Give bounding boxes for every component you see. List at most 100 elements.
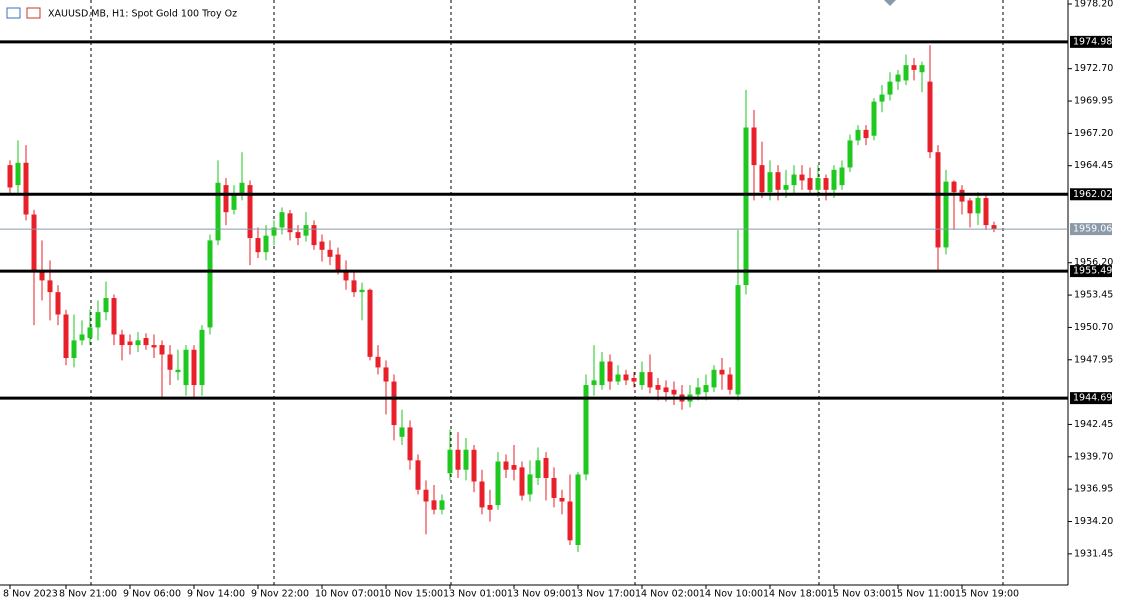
candle-body xyxy=(991,225,997,230)
x-tick-label: 10 Nov 15:00 xyxy=(379,589,443,600)
candle-body xyxy=(471,449,477,482)
candle-body xyxy=(583,385,589,475)
candle-body xyxy=(479,481,485,508)
candle-body xyxy=(7,165,13,188)
y-tick-label: 1969.95 xyxy=(1074,96,1113,107)
y-tick-label: 1947.95 xyxy=(1074,354,1113,365)
candle-body xyxy=(167,354,173,370)
level-tag xyxy=(1070,265,1112,278)
x-tick-label: 14 Nov 02:00 xyxy=(635,589,699,600)
candle-body xyxy=(975,198,981,214)
candle-body xyxy=(623,374,629,381)
candle-body xyxy=(967,200,973,214)
candle-body xyxy=(375,356,381,368)
candle-body xyxy=(743,127,749,286)
candle-body xyxy=(159,345,165,355)
y-tick-label: 1942.45 xyxy=(1074,419,1113,430)
candle-body xyxy=(31,214,37,273)
candle-body xyxy=(247,185,253,239)
candle-body xyxy=(567,501,573,541)
candle-body xyxy=(695,387,701,395)
candle-body xyxy=(15,162,21,186)
candle-body xyxy=(79,334,85,341)
y-tick-label: 1972.70 xyxy=(1074,63,1113,74)
y-tick-label: 1936.95 xyxy=(1074,484,1113,495)
y-tick-label: 1939.70 xyxy=(1074,451,1113,462)
candle-body xyxy=(103,298,109,313)
candle-body xyxy=(791,174,797,186)
candle-body xyxy=(735,285,741,395)
shift-marker xyxy=(884,0,896,6)
level-label: 1955.49 xyxy=(1073,266,1112,277)
candle-body xyxy=(359,289,365,293)
candle-body xyxy=(831,169,837,190)
candle-body xyxy=(191,349,197,386)
chart-title: XAUUSD.MB, H1: Spot Gold 100 Troy Oz xyxy=(48,9,237,20)
x-tick-label: 9 Nov 06:00 xyxy=(123,589,181,600)
candle-body xyxy=(879,94,885,102)
candle-body xyxy=(399,427,405,437)
candle-body xyxy=(719,369,725,375)
candle-body xyxy=(255,238,261,253)
candle-body xyxy=(519,467,525,496)
candle-body xyxy=(647,372,653,388)
x-tick-label: 8 Nov 21:00 xyxy=(59,589,117,600)
candle-body xyxy=(287,213,293,233)
x-tick-label: 14 Nov 10:00 xyxy=(699,589,763,600)
menu-icon[interactable] xyxy=(6,7,21,19)
candle-body xyxy=(775,172,781,190)
candle-body xyxy=(151,345,157,348)
candle-body xyxy=(207,240,213,328)
candle-body xyxy=(175,369,181,373)
candle-body xyxy=(543,457,549,478)
candle-body xyxy=(87,327,93,339)
candle-body xyxy=(231,194,237,210)
level-label: 1962.02 xyxy=(1073,189,1112,200)
candle-body xyxy=(599,361,605,386)
candle-body xyxy=(271,227,277,236)
candle-body xyxy=(639,372,645,386)
candle-body xyxy=(495,461,501,506)
candle-body xyxy=(55,292,61,315)
candle-body xyxy=(615,374,621,382)
candle-body xyxy=(111,298,117,335)
candle-body xyxy=(23,162,29,215)
y-tick-label: 1950.70 xyxy=(1074,322,1113,333)
candle-body xyxy=(223,185,229,213)
candle-body xyxy=(551,477,557,498)
candle-body xyxy=(527,474,533,495)
y-tick-label: 1931.45 xyxy=(1074,548,1113,559)
candle-body xyxy=(343,269,349,281)
candle-body xyxy=(703,385,709,393)
candle-body xyxy=(335,254,341,270)
candle-body xyxy=(383,367,389,382)
candle-body xyxy=(263,235,269,253)
candle-body xyxy=(415,460,421,490)
level-label: 1974.98 xyxy=(1073,36,1112,47)
candle-body xyxy=(487,505,493,510)
x-tick-label: 13 Nov 09:00 xyxy=(507,589,571,600)
day-separators xyxy=(90,0,1004,585)
candle-body xyxy=(895,74,901,82)
candle-body xyxy=(367,289,373,357)
chart-icon[interactable] xyxy=(26,7,41,19)
candle-body xyxy=(839,167,845,186)
x-tick-label: 15 Nov 03:00 xyxy=(827,589,891,600)
candle-body xyxy=(919,65,925,73)
candle-body xyxy=(727,374,733,390)
candle-body xyxy=(303,225,309,236)
x-tick-label: 14 Nov 18:00 xyxy=(763,589,827,600)
candle-body xyxy=(767,172,773,193)
candle-body xyxy=(135,340,141,346)
candle-body xyxy=(455,449,461,470)
x-tick-label: 13 Nov 01:00 xyxy=(443,589,507,600)
candle-body xyxy=(863,129,869,139)
candle-body xyxy=(311,225,317,246)
y-tick-label: 1934.20 xyxy=(1074,516,1113,527)
candle-body xyxy=(711,369,717,388)
level-label: 1944.69 xyxy=(1073,393,1112,404)
x-tick-label: 15 Nov 11:00 xyxy=(891,589,955,600)
x-tick-label: 8 Nov 2023 xyxy=(3,589,58,600)
candle-body xyxy=(807,178,813,190)
candle-body xyxy=(927,81,933,153)
